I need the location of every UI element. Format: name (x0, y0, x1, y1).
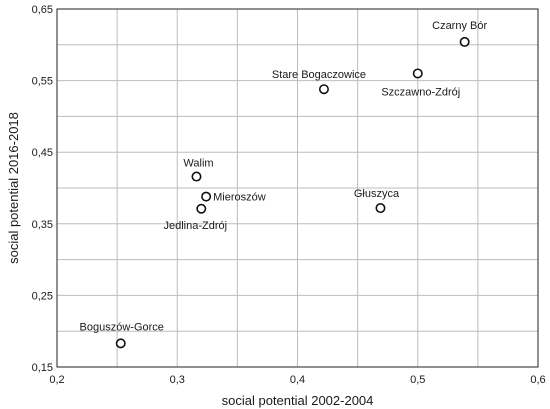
y-tick-label: 0,65 (32, 4, 53, 16)
point-label: Jedlina-Zdrój (164, 220, 228, 232)
y-tick-label: 0,35 (32, 219, 53, 231)
plot-frame (56, 8, 539, 368)
data-point (318, 84, 329, 95)
x-tick-label: 0,6 (530, 374, 545, 386)
x-tick-label: 0,5 (410, 374, 425, 386)
data-point (191, 171, 202, 182)
y-tick-label: 0,15 (32, 362, 53, 374)
grid (57, 9, 538, 367)
point-label: Boguszów-Gorce (80, 321, 164, 333)
point-label: Walim (183, 158, 213, 170)
x-tick-label: 0,3 (170, 374, 185, 386)
tick-labels: 0,2 0,3 0,4 0,5 0,6 0,65 0,55 0,45 0,35 0,25 0,15 (32, 4, 546, 386)
data-point (375, 203, 386, 214)
data-point (196, 203, 207, 214)
data-point (412, 68, 423, 79)
y-tick-label: 0,45 (32, 147, 53, 159)
point-label: Stare Bogaczowice (272, 69, 366, 81)
point-label: Czarny Bór (432, 20, 487, 32)
data-point (115, 338, 126, 349)
y-axis-title: social potential 2016-2018 (6, 112, 21, 264)
data-points: Czarny Bór Szczawno-Zdrój Stare Bogaczowic… (80, 20, 487, 349)
x-axis-title: social potential 2002-2004 (222, 393, 374, 408)
y-tick-label: 0,55 (32, 76, 53, 88)
y-tick-label: 0,25 (32, 290, 53, 302)
x-tick-label: 0,2 (49, 374, 64, 386)
point-label: Szczawno-Zdrój (381, 86, 460, 98)
data-point (201, 191, 212, 202)
x-tick-label: 0,4 (290, 374, 305, 386)
point-label: Mieroszów (213, 192, 266, 204)
data-point (459, 36, 470, 47)
point-label: Głuszyca (354, 188, 400, 200)
